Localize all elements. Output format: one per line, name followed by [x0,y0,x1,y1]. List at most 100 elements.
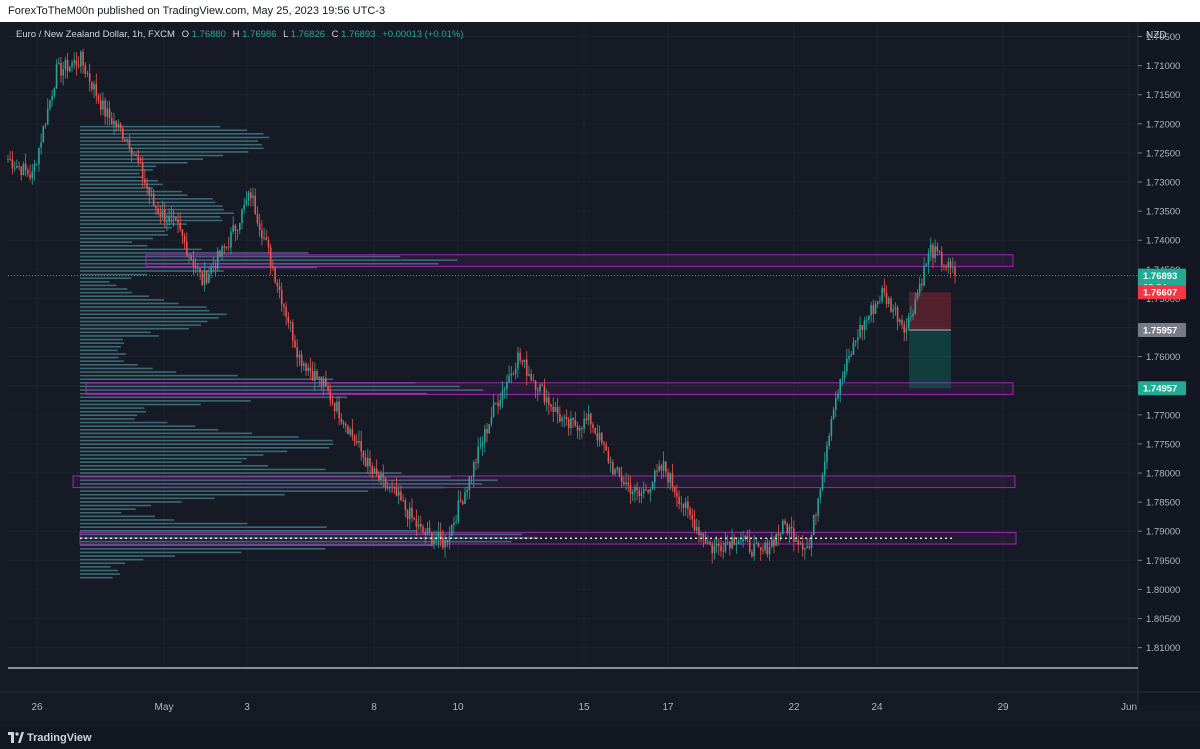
time-tick-label: 24 [871,702,883,713]
profile-bar [80,212,234,215]
profile-bar [80,288,128,290]
candle-body [258,223,261,231]
candle-body [99,100,102,110]
candle-body [607,450,610,463]
candle-body [307,367,310,371]
candle-body [267,240,270,248]
candle-body [903,324,906,333]
candle-body [221,246,223,257]
candle-body [93,83,95,90]
candle-body [517,352,519,369]
profile-bar [80,201,216,204]
candle-body [33,164,36,172]
candle-body [351,429,354,436]
candle-body [9,158,12,160]
candle-body [446,539,449,543]
candle-body [808,546,811,549]
candle-body [391,486,393,488]
price-scale-panel[interactable] [1138,22,1200,705]
price-tick-label: 1.75000 [1146,294,1180,305]
candle-body [528,374,530,376]
profile-bar [80,172,140,175]
profile-bar [80,219,223,222]
candle-body [868,315,870,320]
candle-body [596,433,599,441]
candle-body [170,215,173,217]
candle-body [82,51,84,66]
candle-body [799,543,802,545]
candle-body [912,313,914,317]
time-tick-label: May [155,702,174,713]
candle-body [711,544,713,554]
profile-bar [80,190,182,193]
profile-bar [80,522,248,525]
candle-body [806,546,808,549]
profile-bar [80,140,259,142]
legend-change: +0.00013 (+0.01%) [382,29,463,40]
candle-body [225,246,228,248]
profile-bar [80,540,512,543]
zone-rect[interactable] [85,382,1014,395]
candle-body [733,537,736,545]
candle-body [261,230,263,239]
zone-rect[interactable] [72,475,1016,489]
chart-frame[interactable]: NZD 1.81000 1.80500 1.80000 1.79500 1.79000 1… [0,22,1200,727]
profile-bar [80,504,152,507]
profile-bar [80,385,460,388]
candle-body [16,166,18,168]
candle-body [865,319,868,321]
short-position-tool[interactable] [909,292,951,389]
profile-bar [80,302,179,305]
time-tick-label: 29 [997,702,1009,713]
candle-body [525,359,528,376]
candle-body [386,487,389,488]
candle-body [444,539,446,548]
candle-body [742,539,744,542]
price-tick-label: 1.78000 [1146,469,1180,480]
candle-body [583,418,585,429]
profile-bar [80,519,175,521]
candle-body [830,419,833,436]
candle-body [601,432,603,443]
candle-body [238,223,241,231]
price-tick-label: 1.77500 [1146,439,1180,450]
candle-body [353,435,356,442]
candle-body [896,307,899,322]
profile-bar [80,497,215,500]
profile-bar [80,392,428,395]
candle-body [682,503,685,508]
candle-body [748,538,751,553]
candle-body [620,475,623,483]
profile-bar [80,125,221,128]
candle-body [740,541,742,543]
profile-bar [80,129,248,132]
profile-bar [80,208,224,211]
candle-body [943,265,945,267]
candle-body [422,526,424,533]
zone-rect[interactable] [145,254,1014,267]
candle-body [397,491,400,496]
candle-body [424,532,427,535]
candle-body [949,261,952,268]
candle-body [166,221,168,223]
candle-body [837,393,839,399]
price-tick-label: 1.79000 [1146,527,1180,538]
profile-bar [80,255,401,258]
profile-bar [80,526,327,528]
profile-bar [80,309,210,312]
candlestick-chart[interactable]: NZD 1.81000 1.80500 1.80000 1.79500 1.79000 1… [0,22,1200,727]
candle-body [181,229,184,236]
candle-body [612,462,614,475]
candle-body [146,183,148,188]
candle-body [640,493,643,496]
candle-body [519,352,521,361]
candle-body [219,250,221,257]
profile-bar [80,324,202,326]
candle-body [362,451,365,458]
profile-bar [80,501,182,503]
profile-bar [80,407,145,409]
candle-body [287,316,290,323]
candle-body [69,66,71,72]
candle-body [404,500,407,510]
candle-body [499,400,502,407]
